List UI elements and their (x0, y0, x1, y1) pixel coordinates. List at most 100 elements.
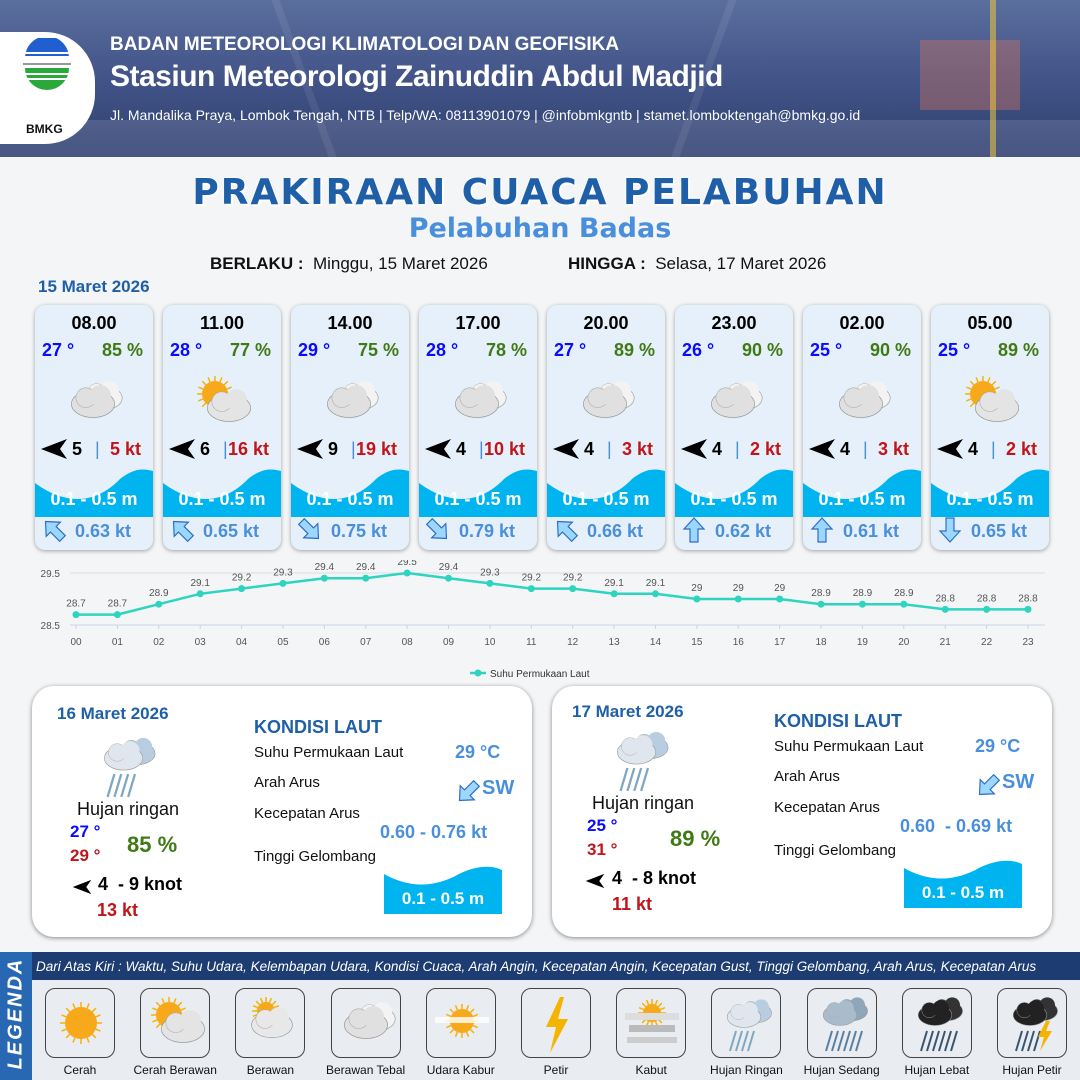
card-time: 20.00 (583, 313, 629, 333)
sst-value: 29 °C (975, 736, 1021, 756)
card-gust: 5 kt (109, 439, 141, 459)
x-tick-label: 20 (898, 637, 910, 648)
card-humidity: 78 % (485, 340, 527, 360)
wind-direction-icon (585, 870, 605, 897)
forecast-card: 11.00 28 ° 77 % 6 | 16 kt 0.1 - 0.5 m 0.65 kt (163, 305, 281, 550)
sea-heading: KONDISI LAUT (774, 711, 902, 731)
legend-description: Dari Atas Kiri : Waktu, Suhu Udara, Kele… (36, 959, 1037, 974)
udara-kabur-icon (425, 988, 496, 1058)
valid-from-label: BERLAKU : (210, 254, 304, 273)
data-point (776, 595, 784, 603)
card-wave-height: 0.1 - 0.5 m (434, 489, 522, 509)
current-direction-icon (809, 517, 835, 543)
data-label: 29 (774, 583, 786, 594)
hujan-ringan-icon (600, 722, 680, 802)
y-tick-label: 29.5 (41, 569, 61, 580)
current-speed-value: 0.60 - 0.76 kt (380, 822, 488, 842)
data-label: 29 (733, 583, 745, 594)
current-dir-value: SW (1002, 771, 1035, 793)
card-current-speed: 0.62 kt (715, 521, 772, 541)
card-humidity: 77 % (229, 340, 271, 360)
x-tick-label: 09 (443, 637, 455, 648)
data-point (651, 590, 659, 598)
data-point (238, 585, 246, 593)
card-wind-speed: 9 (328, 439, 339, 459)
data-label: 29.2 (522, 573, 542, 584)
card-time: 17.00 (455, 313, 501, 333)
legend-label: Berawan (246, 1063, 295, 1077)
data-label: 29.4 (315, 562, 335, 573)
card-wave-height: 0.1 - 0.5 m (50, 489, 138, 509)
data-label: 29.1 (604, 578, 624, 589)
series-line (76, 571, 1028, 616)
wind-direction-icon (296, 438, 324, 460)
condition: Hujan ringan (77, 799, 180, 819)
data-point (900, 600, 908, 608)
cerah-berawan-icon (140, 988, 211, 1058)
hujan-lebat-icon (901, 988, 972, 1058)
card-current-speed: 0.65 kt (203, 521, 260, 541)
data-label: 28.9 (894, 588, 914, 599)
wind-direction-icon (808, 438, 836, 460)
card-temperature: 28 ° (426, 340, 459, 360)
current-speed-value: 0.60 - 0.69 kt (900, 816, 1013, 836)
data-point (941, 605, 949, 613)
card-temperature: 27 ° (554, 340, 587, 360)
bmkg-logo: BMKG (0, 32, 95, 144)
data-label: 29.1 (646, 578, 666, 589)
x-tick-label: 04 (236, 637, 248, 648)
data-label: 29.3 (480, 567, 500, 578)
data-point (362, 574, 370, 582)
station-name: Stasiun Meteorologi Zainuddin Abdul Madj… (110, 60, 723, 93)
temp-min: 25 ° (587, 816, 618, 835)
wind-direction-icon (72, 876, 92, 903)
berawan-tebal-icon (443, 370, 513, 430)
card-current-speed: 0.65 kt (971, 521, 1028, 541)
wave-icon (547, 465, 665, 517)
x-tick-label: 08 (402, 637, 414, 648)
card-wind-speed: 6 (200, 439, 211, 459)
x-tick-label: 14 (650, 637, 662, 648)
forecast-card: 14.00 29 ° 75 % 9 | 19 kt 0.1 - 0.5 m 0.75 kt (291, 305, 409, 550)
valid-from: BERLAKU : Minggu, 15 Maret 2026 (210, 254, 488, 274)
current-speed-label: Kecepatan Arus (774, 799, 880, 816)
current-direction-icon (681, 517, 707, 543)
data-point (1024, 605, 1032, 613)
wind-direction-icon (424, 438, 452, 460)
valid-to-value: Selasa, 17 Maret 2026 (655, 254, 827, 273)
wind-range: 4 - 8 knot (612, 868, 697, 888)
wind-direction-icon (552, 438, 580, 460)
card-gust: 16 kt (227, 439, 269, 459)
data-point (527, 585, 535, 593)
data-label: 29.4 (356, 562, 376, 573)
panel-date: 17 Maret 2026 (572, 702, 684, 721)
agency-name: BADAN METEOROLOGI KLIMATOLOGI DAN GEOFIS… (110, 34, 620, 55)
gust: 11 kt (612, 894, 653, 914)
sea-heading: KONDISI LAUT (254, 717, 382, 737)
x-tick-label: 15 (691, 637, 703, 648)
card-gust: 2 kt (749, 439, 781, 459)
card-temperature: 29 ° (298, 340, 331, 360)
card-temperature: 28 ° (170, 340, 203, 360)
berawan-tebal-icon (330, 988, 401, 1058)
data-point (569, 585, 577, 593)
berawan-tebal-icon (315, 370, 385, 430)
berawan-tebal-icon (827, 370, 897, 430)
wave-icon (384, 866, 502, 919)
data-point (983, 605, 991, 613)
card-temperature: 26 ° (682, 340, 715, 360)
berawan-icon (235, 988, 306, 1058)
data-point (279, 579, 287, 587)
x-tick-label: 01 (112, 637, 124, 648)
card-wind-speed: 4 (456, 439, 467, 459)
data-point (320, 574, 328, 582)
legend-label: Cerah Berawan (133, 1063, 217, 1077)
data-label: 28.7 (66, 599, 86, 610)
card-humidity: 89 % (613, 340, 655, 360)
berawan-tebal-icon (571, 370, 641, 430)
legend-bar (0, 952, 1080, 980)
legend-label: Cerah (63, 1063, 97, 1077)
x-tick-label: 21 (940, 637, 952, 648)
data-label: 28.8 (977, 593, 997, 604)
forecast-card: 17.00 28 ° 78 % 4 | 10 kt 0.1 - 0.5 m 0.79 kt (419, 305, 537, 550)
